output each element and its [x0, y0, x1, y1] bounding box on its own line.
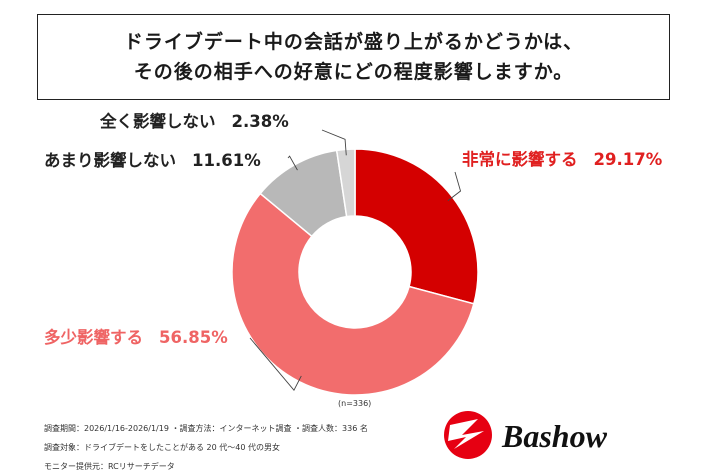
leader-line-2 [249, 337, 302, 391]
donut-slice-1 [354, 148, 479, 305]
chart-title-line-2: その後の相手への好意にどの程度影響しますか。 [133, 61, 574, 83]
leader-line-1 [447, 171, 462, 202]
leader-line-3 [287, 155, 298, 171]
slice-label-1: 非常に影響する [462, 149, 578, 169]
slice-label-3: あまり影響しない [44, 150, 176, 170]
title-box: ドライブデート中の会話が盛り上がるかどうかは、 その後の相手への好意にどの程度影… [37, 14, 670, 100]
slice-label-4: 全く影響しない [99, 111, 216, 131]
bashow-logo: Bashow [444, 411, 608, 459]
svg-text:Bashow: Bashow [501, 418, 608, 454]
donut-slice-4 [335, 148, 356, 218]
survey-footnotes: 調査期間：2026/1/16-2026/1/19 ・調査方法：インターネット調査… [44, 419, 368, 476]
footnote-period: 調査期間：2026/1/16-2026/1/19 ・調査方法：インターネット調査… [44, 424, 368, 433]
sample-size-note: (n=336) [338, 399, 372, 408]
slice-value-4: 2.38% [232, 112, 290, 131]
slice-value-3: 11.61% [192, 151, 261, 170]
donut-slice-2 [231, 192, 475, 396]
footnote-source: モニター提供元：RCリサーチデータ [44, 462, 175, 471]
slice-value-2: 56.85% [159, 328, 228, 347]
footnote-target: 調査対象：ドライブデートをしたことがある 20 代〜40 代の男女 [44, 443, 280, 452]
slice-value-1: 29.17% [594, 150, 663, 169]
logo-emblem-icon [444, 411, 492, 459]
slice-label-2: 多少影響する [44, 327, 143, 347]
chart-title-line-1: ドライブデート中の会話が盛り上がるかどうかは、 [123, 31, 584, 53]
leader-line-4 [321, 129, 347, 156]
